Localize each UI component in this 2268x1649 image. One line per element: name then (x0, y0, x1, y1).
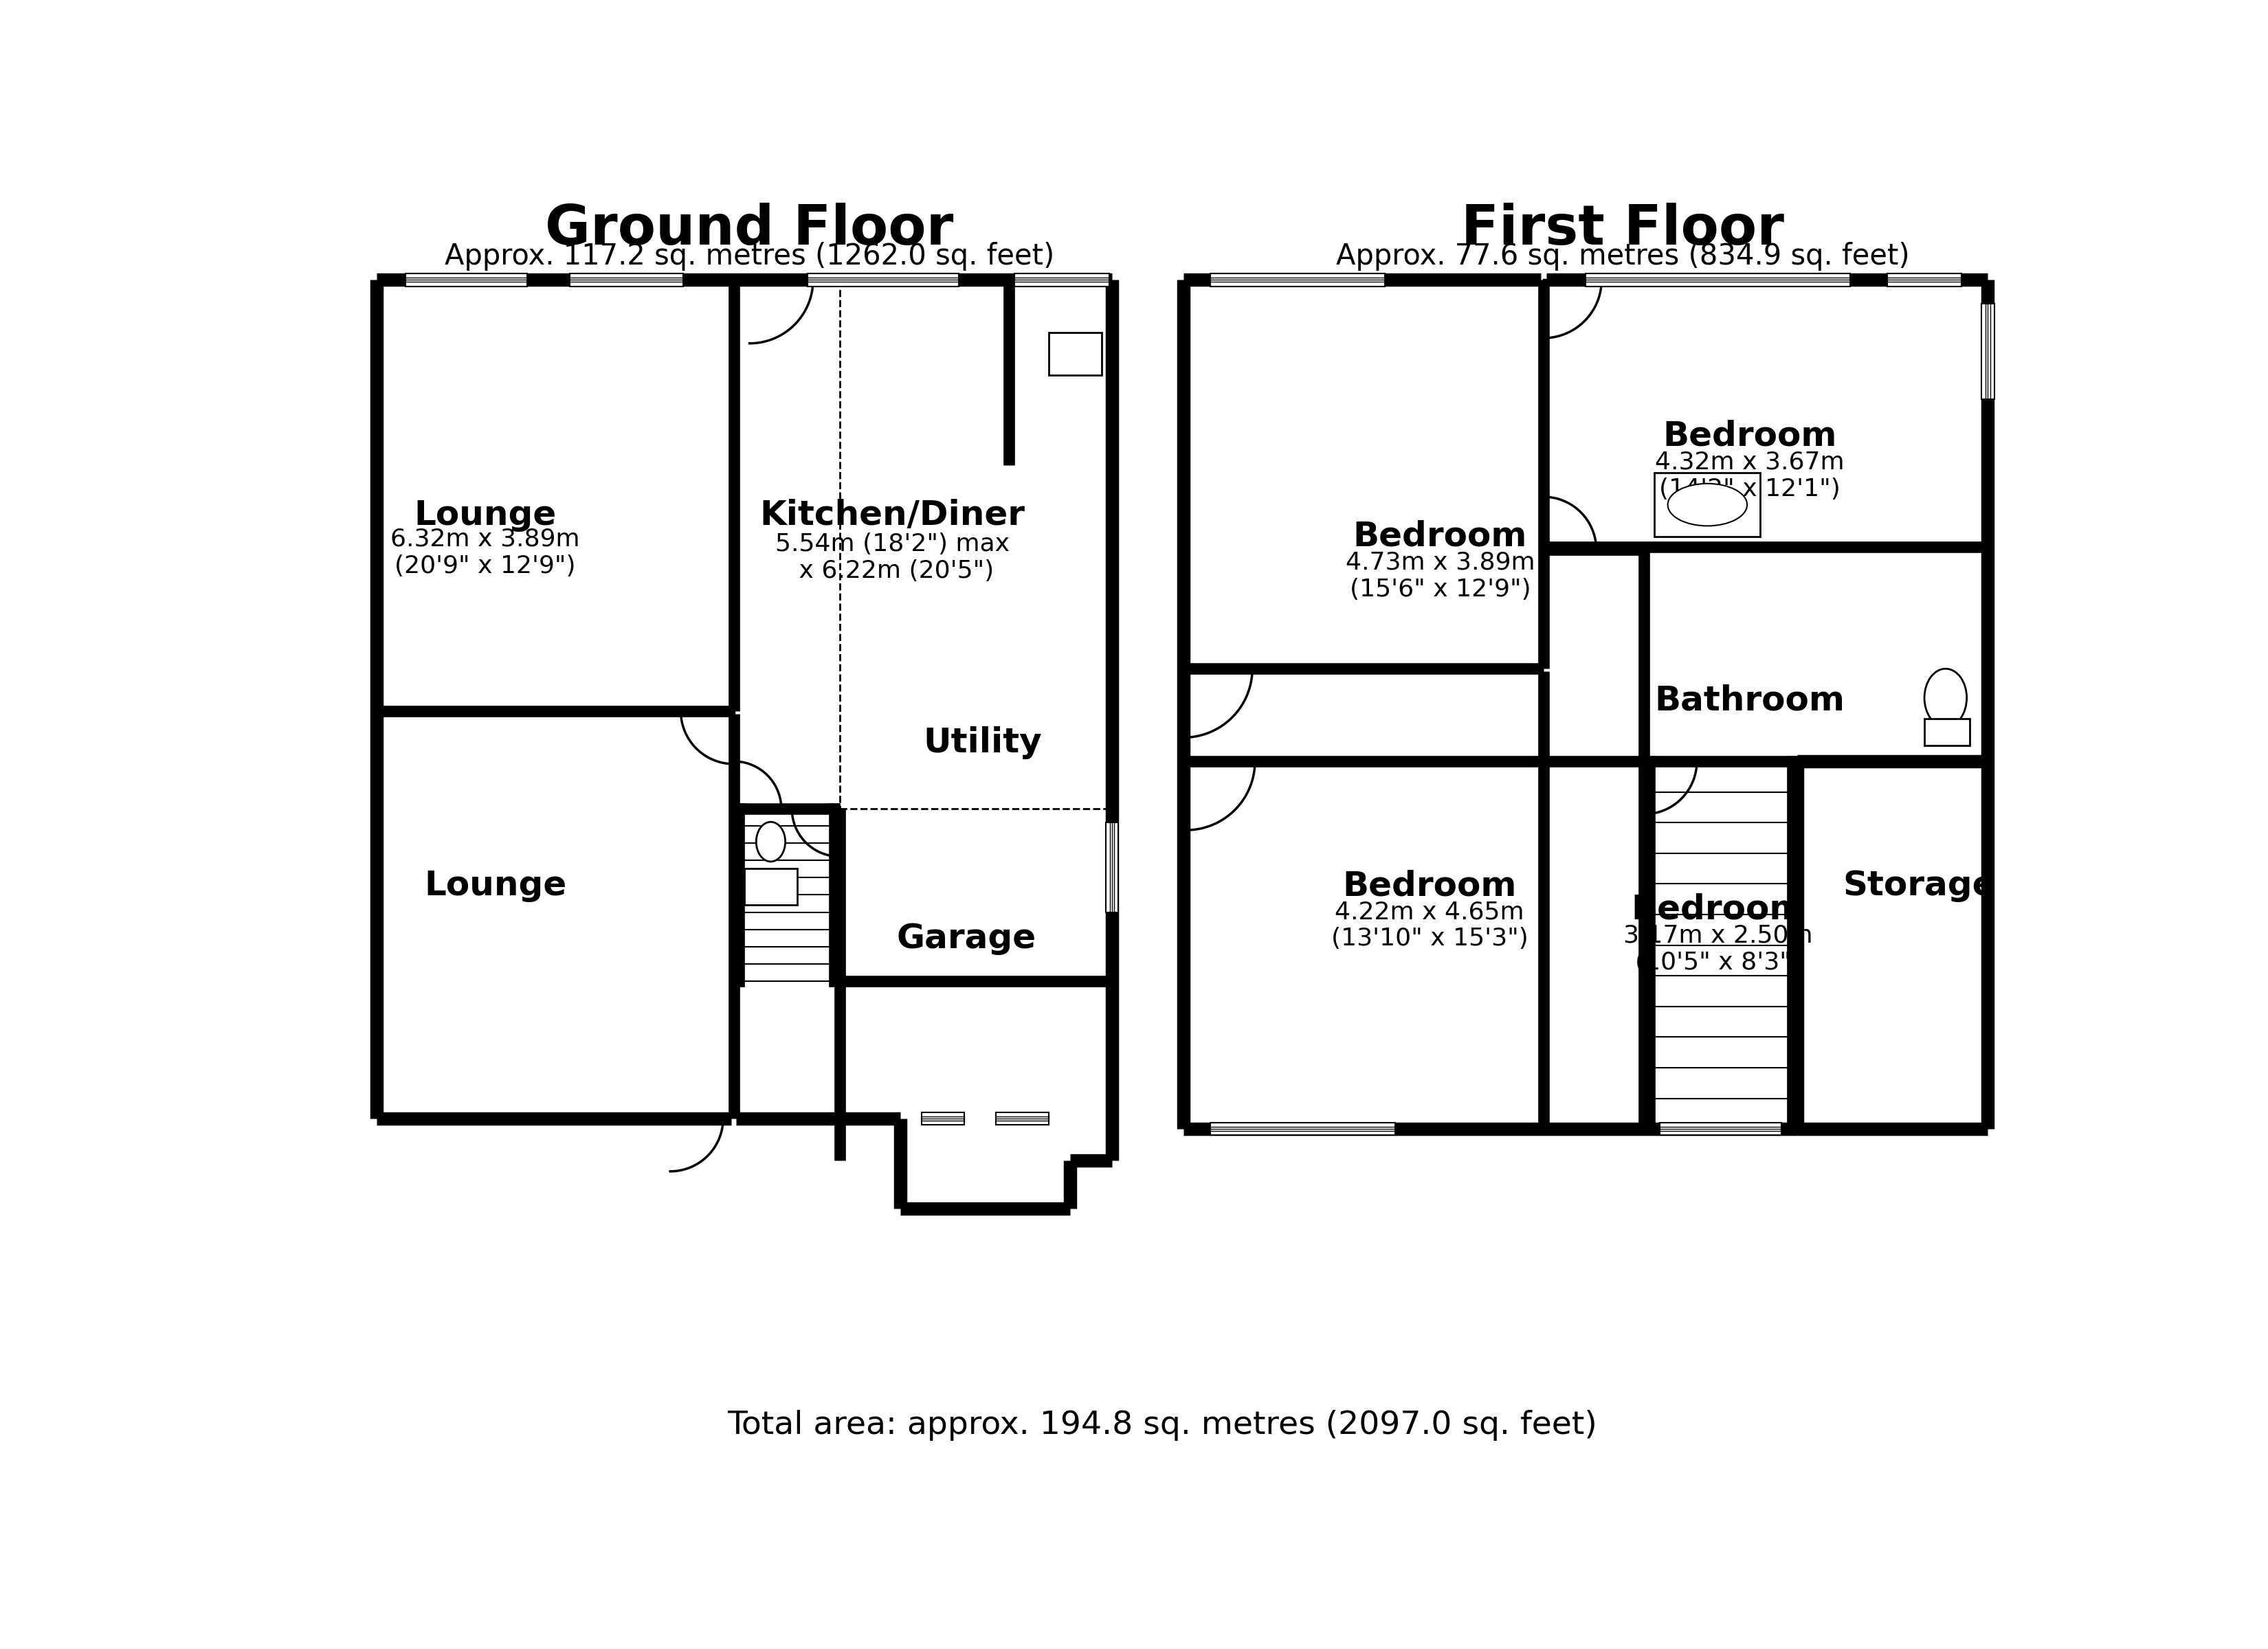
Bar (996, 1111, 1048, 1125)
Text: Bedroom: Bedroom (1343, 869, 1517, 902)
Text: Lounge: Lounge (413, 498, 556, 531)
Text: 3.17m x 2.50m
(10'5" x 8'3"): 3.17m x 2.50m (10'5" x 8'3") (1624, 923, 1812, 975)
Bar (1048, 333, 1102, 374)
Bar (1211, 1123, 1395, 1136)
Ellipse shape (755, 821, 785, 861)
Text: Approx. 77.6 sq. metres (834.9 sq. feet): Approx. 77.6 sq. metres (834.9 sq. feet) (1336, 242, 1910, 270)
Text: Ground Floor: Ground Floor (544, 203, 955, 257)
Text: Utility: Utility (923, 726, 1041, 759)
Text: 4.73m x 3.89m
(15'6" x 12'9"): 4.73m x 3.89m (15'6" x 12'9") (1345, 551, 1535, 602)
Bar (1014, 274, 1109, 287)
Text: Bathroom: Bathroom (1656, 684, 1844, 717)
Bar (1107, 823, 1118, 912)
Text: Kitchen/Diner: Kitchen/Diner (760, 498, 1025, 531)
Text: 6.32m x 3.89m
(20'9" x 12'9"): 6.32m x 3.89m (20'9" x 12'9") (390, 528, 581, 577)
Ellipse shape (1667, 483, 1746, 526)
Bar (569, 274, 683, 287)
Text: Total area: approx. 194.8 sq. metres (2097.0 sq. feet): Total area: approx. 194.8 sq. metres (20… (728, 1410, 1597, 1441)
Bar (1923, 719, 1969, 745)
Text: 4.32m x 3.67m
(14'2" x 12'1"): 4.32m x 3.67m (14'2" x 12'1") (1656, 450, 1844, 501)
Text: 4.22m x 4.65m
(13'10" x 15'3"): 4.22m x 4.65m (13'10" x 15'3") (1331, 900, 1529, 950)
Text: Storage: Storage (1842, 869, 1996, 902)
Text: Garage: Garage (896, 922, 1036, 955)
Text: First Floor: First Floor (1461, 203, 1785, 257)
Ellipse shape (1923, 669, 1966, 727)
Bar (1660, 1123, 1783, 1136)
Bar (1211, 274, 1383, 287)
Bar (839, 285, 1111, 810)
Bar (1982, 303, 1994, 399)
Text: Bedroom: Bedroom (1662, 419, 1837, 452)
Bar (807, 274, 959, 287)
Bar (921, 1111, 964, 1125)
Text: 5.54m (18'2") max
 x 6.22m (20'5"): 5.54m (18'2") max x 6.22m (20'5") (776, 533, 1009, 582)
Bar (1585, 274, 1851, 287)
Bar (406, 274, 526, 287)
Bar (1656, 473, 1760, 536)
Text: Bedroom: Bedroom (1354, 519, 1526, 552)
Bar (1887, 274, 1962, 287)
Text: Bedroom: Bedroom (1631, 894, 1805, 927)
Text: Approx. 117.2 sq. metres (1262.0 sq. feet): Approx. 117.2 sq. metres (1262.0 sq. fee… (445, 242, 1055, 270)
Bar (744, 867, 798, 905)
Text: Lounge: Lounge (424, 869, 567, 902)
